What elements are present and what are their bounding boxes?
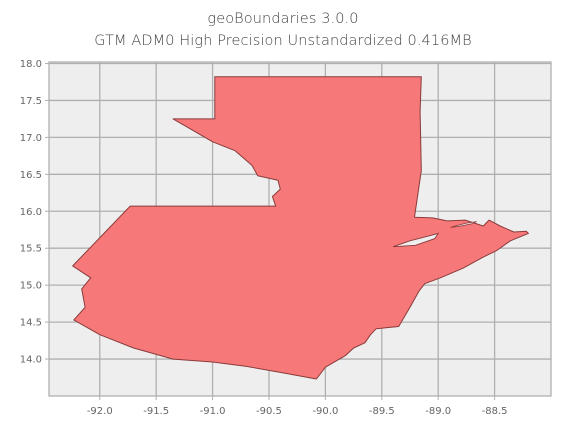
y-tick-label: 17.0 <box>20 133 42 144</box>
chart-title-line-1: geoBoundaries 3.0.0 <box>207 11 359 27</box>
x-tick-label: -91.0 <box>200 406 226 417</box>
chart-title-line-2: GTM ADM0 High Precision Unstandardized 0… <box>94 33 472 49</box>
x-tick-label: -88.5 <box>482 406 508 417</box>
y-tick-label: 15.0 <box>20 281 42 292</box>
x-tick-label: -91.5 <box>143 406 169 417</box>
y-tick-label: 14.5 <box>20 318 42 329</box>
x-tick-label: -90.5 <box>256 406 282 417</box>
y-tick-label: 16.5 <box>20 170 42 181</box>
y-tick-label: 17.5 <box>20 96 42 107</box>
x-tick-label: -89.5 <box>369 406 395 417</box>
x-tick-label: -92.0 <box>87 406 113 417</box>
y-tick-label: 18.0 <box>20 59 42 70</box>
bay-amatique-inlet <box>450 221 477 228</box>
x-tick-label: -90.0 <box>312 406 338 417</box>
y-tick-label: 16.0 <box>20 207 42 218</box>
x-tick-label: -89.0 <box>425 406 451 417</box>
axes-frame <box>48 61 552 397</box>
y-tick-label: 15.5 <box>20 244 42 255</box>
x-axis-ticks: -92.0 -91.5 -91.0 -90.5 -90.0 -89.5 -89.0 -88.5 <box>87 396 508 417</box>
lake-izabal <box>392 232 440 248</box>
y-axis-ticks: 14.0 14.5 15.0 15.5 16.0 16.5 17.0 17.5 18.0 <box>20 59 49 366</box>
guatemala-boundary <box>72 76 529 380</box>
y-tick-label: 14.0 <box>20 355 42 366</box>
